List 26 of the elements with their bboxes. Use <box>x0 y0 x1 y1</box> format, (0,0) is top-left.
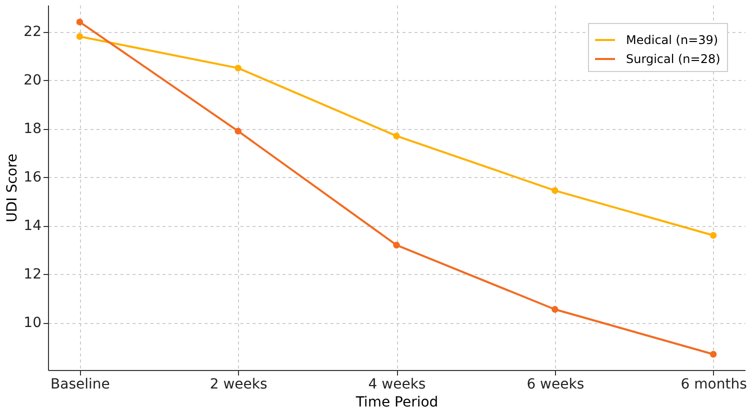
y-tick-label: 22 <box>24 24 42 40</box>
point <box>552 306 558 313</box>
point <box>393 132 400 140</box>
x-tick-label: Baseline <box>50 376 110 392</box>
y-tick-label: 10 <box>24 315 42 332</box>
x-tick-label: 4 weeks <box>368 376 426 392</box>
y-tick-label: 16 <box>24 170 42 186</box>
x-tick-label: 6 weeks <box>526 376 584 392</box>
point <box>552 187 558 194</box>
point <box>710 350 717 358</box>
legend-label: Medical (n=39) <box>626 33 718 47</box>
y-axis-title: UDI Score <box>4 154 21 222</box>
y-tick-label: 18 <box>24 121 42 138</box>
x-tick-label: 2 weeks <box>210 376 268 392</box>
point <box>76 33 84 40</box>
x-axis-title: Time Period <box>354 394 438 410</box>
point <box>393 242 400 248</box>
legend-label: Surgical (n=28) <box>626 52 720 66</box>
point <box>76 18 84 26</box>
x-tick-label: 6 months <box>680 376 747 392</box>
point <box>234 128 242 134</box>
y-tick-label: 14 <box>24 218 42 234</box>
point <box>234 64 242 72</box>
y-tick-label: 12 <box>24 266 42 283</box>
y-tick-label: 20 <box>24 72 42 89</box>
point <box>710 232 717 239</box>
